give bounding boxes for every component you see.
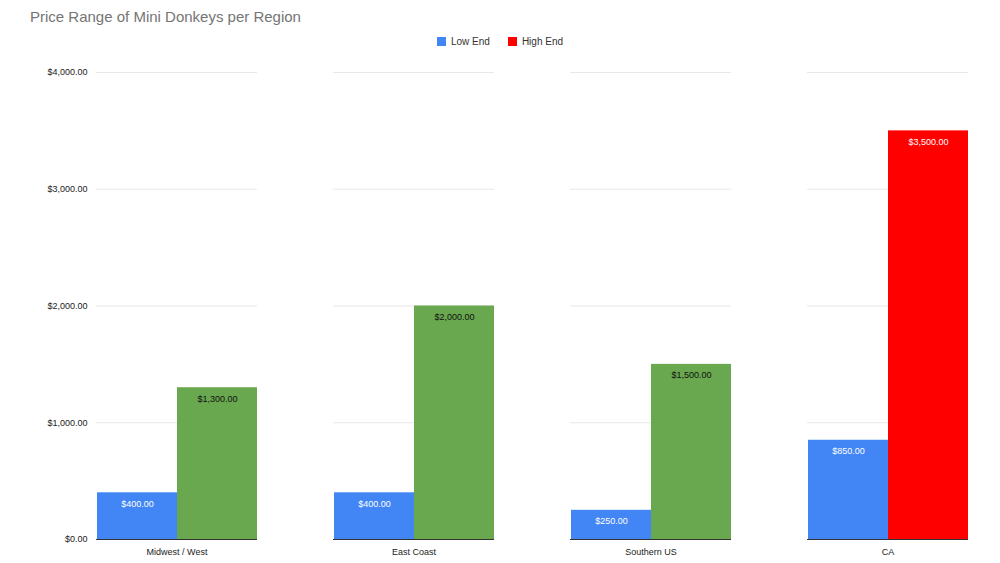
svg-text:$2,000.00: $2,000.00 <box>434 312 474 322</box>
svg-text:CA: CA <box>882 547 895 557</box>
svg-text:Midwest / West: Midwest / West <box>147 547 208 557</box>
html-text:Price Range of Mini Donkeys pe: Price Range of Mini Donkeys per Region <box>30 8 301 25</box>
svg-text:$2,000.00: $2,000.00 <box>47 301 87 311</box>
svg-text:Southern US: Southern US <box>625 547 677 557</box>
svg-text:$1,000.00: $1,000.00 <box>47 418 87 428</box>
svg-text:$1,300.00: $1,300.00 <box>197 394 237 404</box>
svg-text:$850.00: $850.00 <box>832 446 865 456</box>
svg-text:East Coast: East Coast <box>392 547 437 557</box>
svg-text:$0.00: $0.00 <box>65 534 88 544</box>
html-text:Low End: Low End <box>451 35 490 47</box>
svg-text:$3,000.00: $3,000.00 <box>47 184 87 194</box>
svg-text:$400.00: $400.00 <box>358 499 391 509</box>
svg-text:$1,500.00: $1,500.00 <box>671 370 711 380</box>
svg-text:$400.00: $400.00 <box>121 499 154 509</box>
svg-text:$4,000.00: $4,000.00 <box>47 67 87 77</box>
svg-text:$250.00: $250.00 <box>595 516 628 526</box>
html-text:High End: High End <box>521 35 563 47</box>
svg-text:$3,500.00: $3,500.00 <box>908 137 948 147</box>
